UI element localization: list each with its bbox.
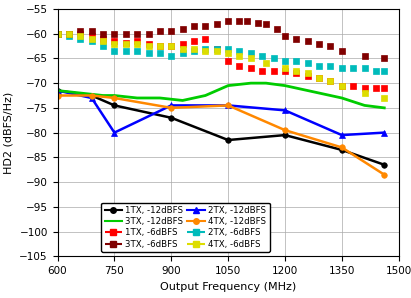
X-axis label: Output Frequency (MHz): Output Frequency (MHz): [160, 282, 296, 291]
Y-axis label: HD2 (dBFS/Hz): HD2 (dBFS/Hz): [4, 91, 14, 174]
Legend: 1TX, -12dBFS, 3TX, -12dBFS, 1TX, -6dBFS, 3TX, -6dBFS, 2TX, -12dBFS, 4TX, -12dBFS: 1TX, -12dBFS, 3TX, -12dBFS, 1TX, -6dBFS,…: [101, 203, 270, 252]
